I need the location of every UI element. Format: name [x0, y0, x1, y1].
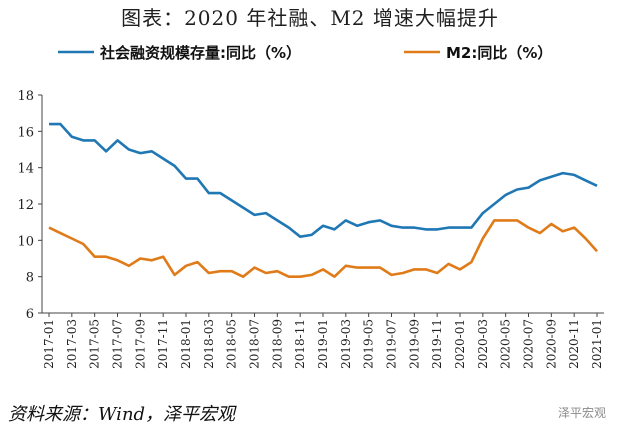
x-tick-label: 2017-01: [42, 319, 56, 369]
x-tick-label: 2019-01: [316, 319, 330, 369]
x-tick-label: 2020-11: [567, 319, 581, 369]
y-tick-label: 16: [17, 125, 34, 140]
x-tick-label: 2019-03: [339, 319, 353, 369]
x-tick-label: 2018-07: [248, 319, 262, 369]
legend-label-2: M2:同比（%）: [446, 44, 552, 62]
x-tick-label: 2021-01: [590, 319, 604, 369]
legend: 社会融资规模存量:同比（%） M2:同比（%）: [58, 44, 552, 62]
y-tick-labels: 6 8 10 12 14 16 18: [17, 89, 34, 322]
y-tick-label: 8: [26, 271, 34, 286]
x-tick-label: 2017-11: [156, 319, 170, 369]
x-tick-label: 2020-05: [499, 319, 513, 369]
x-tick-label: 2018-11: [293, 319, 307, 369]
chart-axes: [38, 94, 604, 317]
x-tick-label: 2019-07: [385, 319, 399, 369]
x-tick-label: 2019-09: [407, 319, 421, 369]
source-note: 资料来源：Wind，泽平宏观: [8, 404, 236, 425]
x-tick-labels: 2017-01 2017-03 2017-05 2017-07 2017-09 2017-…: [42, 319, 604, 369]
y-tick-label: 14: [17, 162, 34, 177]
x-tick-label: 2019-11: [430, 319, 444, 369]
x-tick-label: 2018-05: [225, 319, 239, 369]
x-tick-label: 2018-03: [202, 319, 216, 369]
legend-label-1: 社会融资规模存量:同比（%）: [99, 44, 301, 62]
page-title: 图表：2020 年社融、M2 增速大幅提升: [121, 6, 499, 30]
y-tick-label: 10: [17, 234, 34, 249]
x-tick-label: 2018-09: [270, 319, 284, 369]
y-tick-label: 18: [17, 89, 34, 104]
series-lines: [48, 122, 598, 279]
x-tick-label: 2017-05: [88, 319, 102, 369]
x-tick-label: 2020-09: [544, 319, 558, 369]
y-tick-label: 6: [26, 307, 34, 322]
x-tick-label: 2017-03: [65, 319, 79, 369]
y-tick-label: 12: [17, 198, 34, 213]
x-tick-label: 2020-07: [522, 319, 536, 369]
series-line-1: [49, 122, 598, 238]
x-tick-label: 2017-07: [111, 319, 125, 369]
x-tick-label: 2020-01: [453, 319, 467, 369]
x-tick-label: 2018-01: [179, 319, 193, 369]
x-tick-label: 2017-09: [133, 319, 147, 369]
x-tick-label: 2020-03: [476, 319, 490, 369]
watermark: 泽平宏观: [557, 406, 606, 420]
x-tick-label: 2019-05: [362, 319, 376, 369]
series-line-2: [48, 219, 598, 279]
